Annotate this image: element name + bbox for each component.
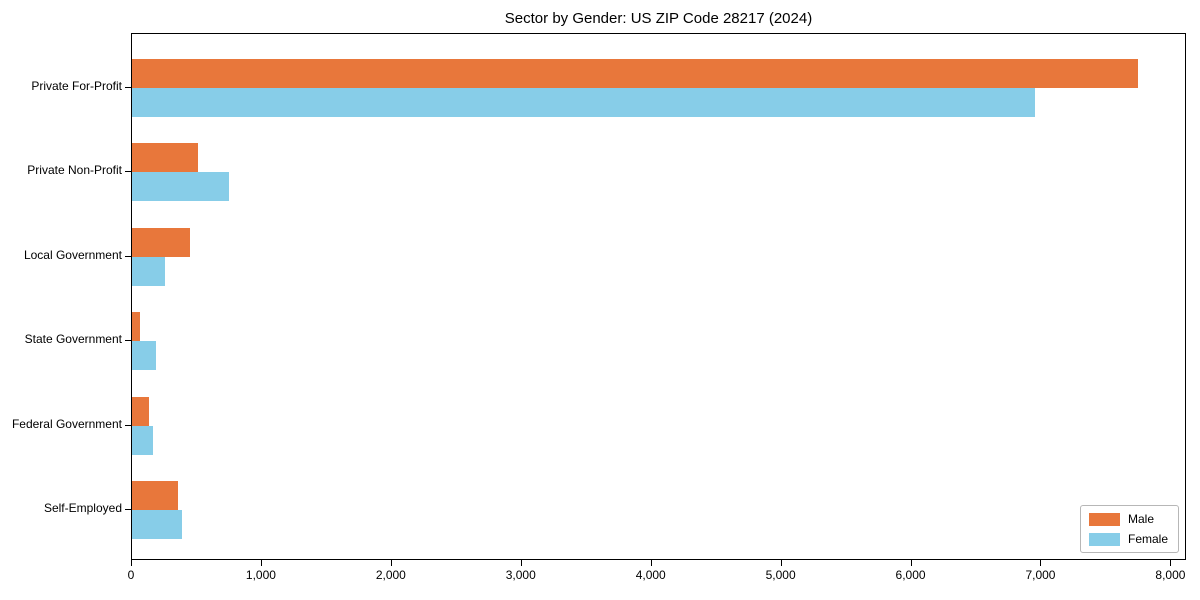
female-bar	[132, 510, 183, 539]
legend-swatch-female	[1088, 532, 1120, 546]
x-tick	[520, 560, 522, 566]
chart-title: Sector by Gender: US ZIP Code 28217 (202…	[504, 10, 813, 27]
male-bar	[132, 227, 191, 257]
female-bar	[132, 256, 166, 286]
x-tick-label: 4,000	[635, 568, 666, 582]
x-tick	[260, 560, 262, 566]
x-tick-label: 0	[127, 568, 135, 582]
x-tick	[780, 560, 782, 566]
y-tick	[125, 509, 131, 510]
male-bar	[132, 481, 179, 510]
x-tick-label: 8,000	[1155, 568, 1186, 582]
y-tick	[125, 87, 131, 88]
category-label: Self-Employed	[43, 501, 122, 515]
x-tick-label: 7,000	[1025, 568, 1056, 582]
legend: Male Female	[1079, 505, 1179, 553]
category-label: Private Non-Profit	[27, 163, 122, 178]
category-label: Federal Government	[11, 416, 122, 431]
category-label: State Government	[24, 332, 122, 347]
x-tick-label: 3,000	[505, 568, 536, 582]
legend-label: Female	[1127, 532, 1168, 546]
x-tick	[390, 560, 392, 566]
y-tick	[125, 255, 131, 257]
x-tick-label: 5,000	[765, 568, 796, 582]
female-bar	[132, 172, 229, 202]
female-bar	[132, 425, 153, 455]
male-bar	[132, 143, 199, 173]
x-tick-label: 1,000	[245, 568, 276, 582]
male-bar	[132, 396, 149, 426]
x-tick	[1170, 560, 1172, 566]
x-tick	[1040, 560, 1042, 566]
female-bar	[132, 88, 1035, 117]
x-tick-label: 2,000	[375, 568, 406, 582]
male-bar	[132, 312, 140, 342]
x-tick-label: 6,000	[895, 568, 926, 582]
plot-area	[131, 33, 1186, 560]
y-tick	[125, 171, 131, 173]
female-bar	[132, 341, 157, 371]
category-label: Local Government	[23, 247, 122, 262]
male-bar	[132, 59, 1138, 88]
category-label: Private For-Profit	[31, 79, 122, 93]
legend-item: Male	[1088, 512, 1168, 526]
y-tick	[125, 424, 131, 426]
x-tick	[131, 560, 132, 566]
x-tick	[910, 560, 912, 566]
legend-swatch-male	[1088, 512, 1120, 526]
x-tick	[650, 560, 652, 566]
legend-label: Male	[1127, 512, 1154, 526]
legend-item: Female	[1088, 532, 1168, 546]
y-tick	[125, 340, 131, 342]
